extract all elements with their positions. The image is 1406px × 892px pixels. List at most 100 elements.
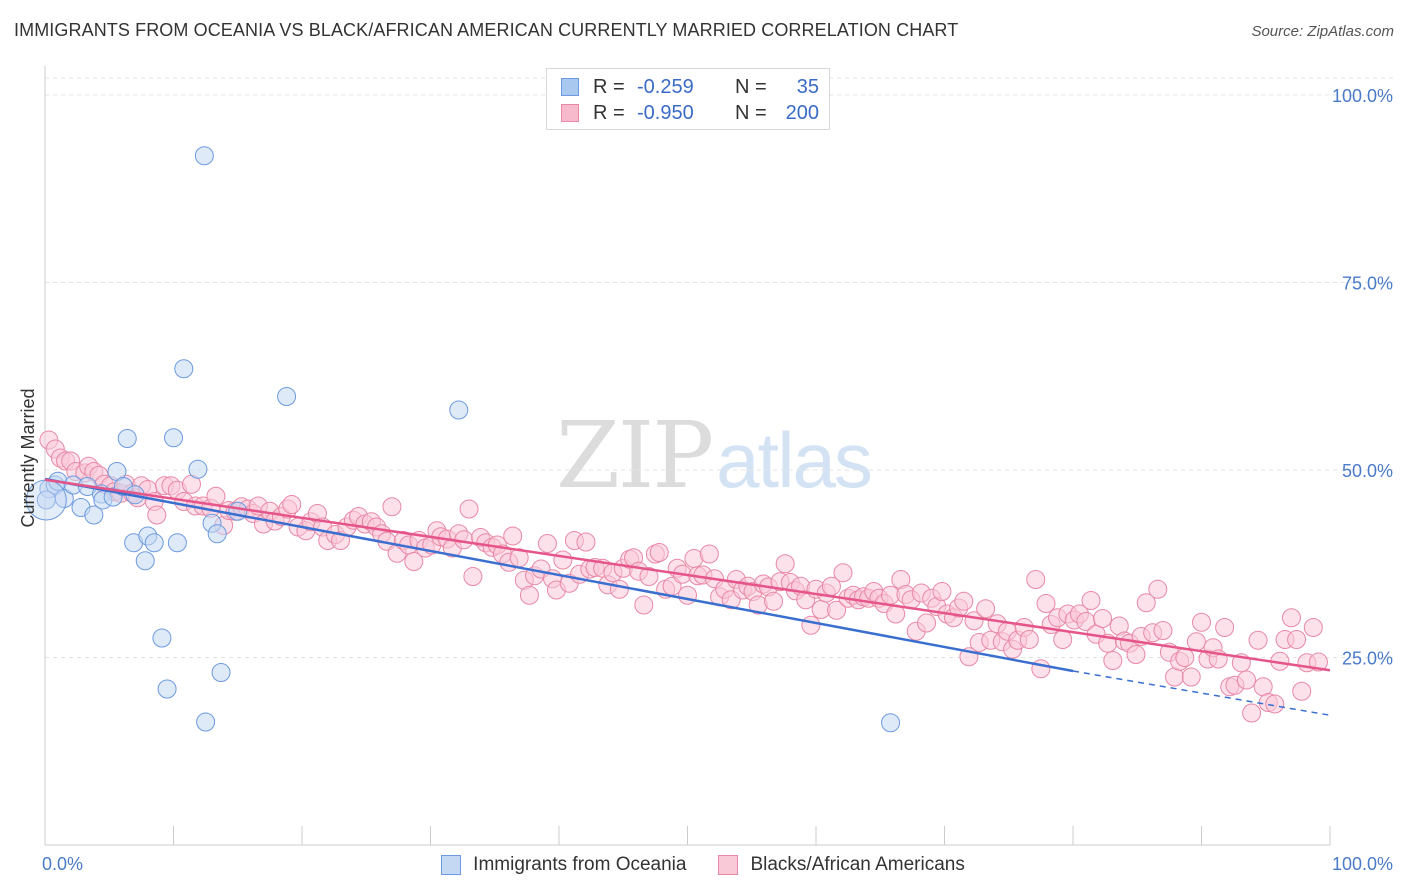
y-tick-label: 50.0%: [1342, 461, 1393, 481]
data-point: [174, 359, 194, 379]
data-point: [833, 563, 853, 583]
stats-legend-row-oceania: R = -0.259 N = 35: [561, 74, 819, 100]
data-point: [36, 490, 56, 510]
data-point: [519, 585, 539, 605]
legend-swatch-oceania: [441, 855, 462, 875]
points-layer: [25, 146, 1328, 733]
data-point: [1126, 645, 1146, 664]
n-label: N =: [735, 101, 767, 124]
watermark: ZIPatlas: [556, 402, 873, 509]
legend-item-black[interactable]: Blacks/African Americans: [718, 854, 965, 876]
r-label: R =: [593, 101, 625, 124]
n-value: 35: [796, 75, 819, 98]
data-point: [1031, 659, 1051, 679]
legend-swatch-black: [561, 104, 579, 122]
chart-title: IMMIGRANTS FROM OCEANIA VS BLACK/AFRICAN…: [14, 20, 959, 40]
y-tick-label: 100.0%: [1332, 86, 1393, 106]
data-point: [976, 599, 996, 619]
data-point: [404, 552, 424, 571]
data-point: [463, 567, 483, 586]
data-point: [553, 550, 573, 570]
data-point: [147, 505, 167, 525]
data-point: [1036, 594, 1056, 613]
data-point: [1103, 651, 1123, 670]
trend-line-extension: [1072, 670, 1331, 716]
data-point: [167, 533, 187, 553]
trend-line: [44, 478, 1331, 672]
data-point: [1253, 677, 1273, 697]
watermark-zip: ZIP: [556, 402, 714, 509]
x-tick-label: 0.0%: [42, 854, 83, 874]
data-point: [954, 591, 974, 611]
data-point: [382, 497, 402, 517]
data-point: [639, 567, 659, 586]
y-tick-label: 25.0%: [1342, 649, 1393, 669]
data-point: [932, 582, 952, 601]
data-point: [277, 387, 297, 406]
data-point: [1248, 630, 1268, 650]
data-point: [1281, 608, 1301, 628]
grid-layer: [45, 77, 1395, 658]
data-point: [576, 532, 596, 552]
data-point: [1053, 630, 1073, 649]
data-point: [1242, 703, 1262, 723]
data-point: [1287, 630, 1307, 649]
data-point: [609, 579, 629, 599]
data-point: [634, 595, 654, 615]
data-point: [1148, 579, 1168, 599]
stats-legend-row-black: R = -0.950 N = 200: [561, 100, 819, 126]
data-point: [1026, 570, 1046, 589]
source-label: Source: ZipAtlas.com: [1251, 23, 1394, 40]
data-point: [211, 663, 231, 682]
data-point: [194, 146, 214, 166]
data-point: [164, 428, 183, 448]
data-point: [801, 615, 821, 635]
data-point: [282, 495, 302, 514]
data-point: [152, 628, 172, 648]
r-value: -0.950: [637, 101, 694, 124]
n-label: N =: [735, 75, 767, 98]
data-point: [196, 712, 216, 732]
data-point: [917, 613, 937, 633]
series-legend: Immigrants from Oceania Blacks/African A…: [0, 850, 1406, 880]
x-tick-label: 100.0%: [1332, 854, 1393, 874]
legend-item-oceania[interactable]: Immigrants from Oceania: [441, 854, 686, 876]
data-point: [228, 501, 248, 521]
data-point: [1019, 630, 1039, 649]
data-point: [459, 499, 479, 519]
label-layer: 25.0% 50.0% 75.0% 100.0% 0.0% 100.0% Currently…: [18, 86, 1393, 874]
data-point: [144, 533, 164, 553]
data-point: [1081, 591, 1101, 610]
r-value: -0.259: [637, 75, 694, 98]
data-point: [1153, 621, 1173, 640]
data-point: [188, 459, 208, 479]
data-point: [207, 524, 227, 544]
trend-line: [44, 477, 1074, 673]
trend-layer: [44, 477, 1331, 716]
data-point: [206, 486, 226, 506]
data-point: [881, 713, 901, 733]
data-point: [1186, 632, 1206, 652]
y-axis-title: Currently Married: [18, 388, 38, 527]
data-point: [649, 543, 669, 562]
data-point: [1292, 681, 1312, 701]
watermark-atlas: atlas: [716, 416, 873, 504]
legend-swatch-oceania: [561, 78, 579, 96]
data-point: [503, 526, 523, 546]
data-point: [678, 585, 697, 605]
data-point: [1265, 694, 1285, 714]
data-point: [1136, 593, 1156, 613]
data-point: [157, 679, 177, 699]
legend-swatch-black: [718, 855, 739, 875]
data-point: [699, 544, 719, 564]
data-point: [1215, 618, 1235, 637]
data-point: [1308, 652, 1328, 672]
data-point: [764, 591, 784, 611]
data-point: [84, 505, 104, 525]
legend-label-oceania: Immigrants from Oceania: [473, 854, 687, 875]
data-point: [1093, 609, 1113, 628]
r-label: R =: [593, 75, 625, 98]
data-point: [1165, 667, 1185, 687]
stats-legend: R = -0.259 N = 35 R = -0.950 N = 200: [546, 68, 830, 130]
